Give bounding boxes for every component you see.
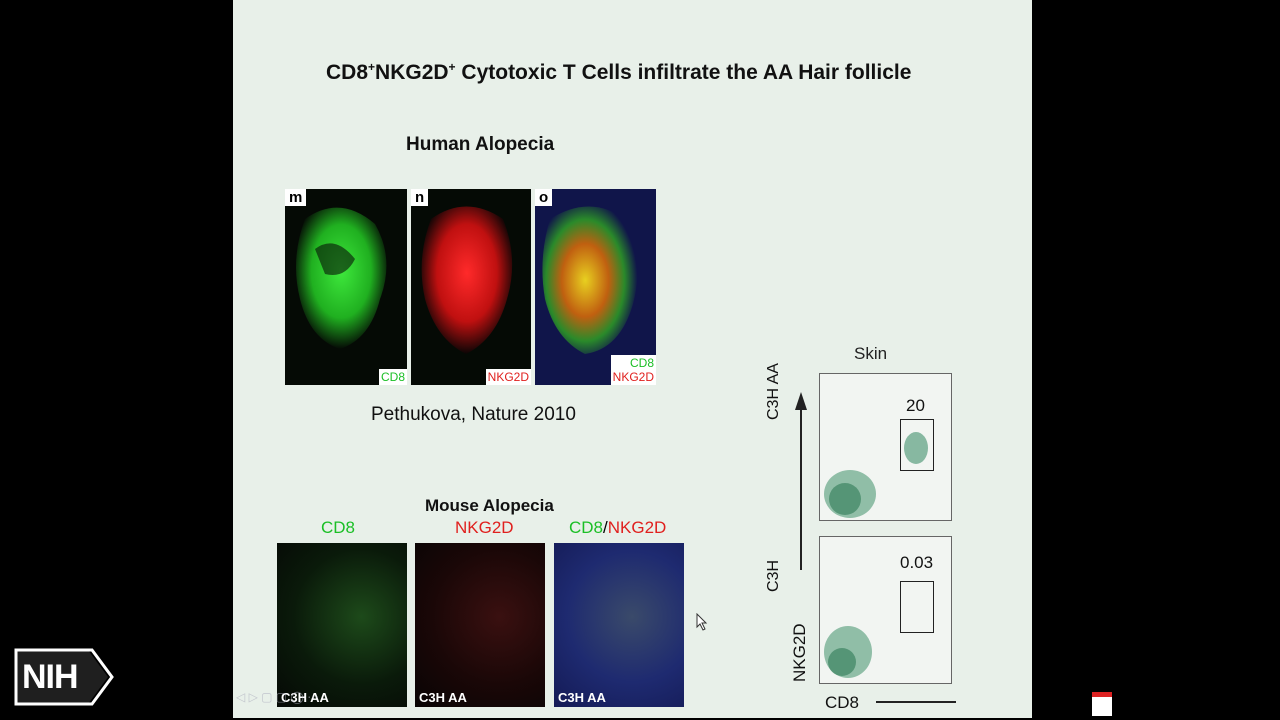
- mouse-panel-label: C3H AA: [558, 690, 606, 705]
- row-label-c3h: C3H: [765, 559, 782, 592]
- channel-label: NKG2D: [485, 369, 531, 385]
- scatter-image: [824, 432, 928, 518]
- flow-gate: [900, 419, 934, 471]
- slide-title: CD8+NKG2D+ Cytotoxic T Cells infiltrate …: [326, 60, 912, 84]
- human-panel-nkg2d: n NKG2D: [411, 189, 531, 385]
- flow-plot-c3h-aa: 20: [819, 373, 952, 521]
- mouse-cursor-icon: [696, 613, 708, 631]
- mouse-panel-label: C3H AA: [419, 690, 467, 705]
- row-label-c3h-aa: C3H AA: [765, 363, 782, 420]
- human-panel-cd8: m CD8: [285, 189, 407, 385]
- nkg2d-stain-image: [421, 206, 513, 354]
- nih-logo: NIH: [14, 648, 114, 706]
- flow-title: Skin: [854, 344, 888, 363]
- gate-value: 0.03: [900, 553, 934, 572]
- cd8-stain-image: [296, 207, 387, 349]
- human-alopecia-heading: Human Alopecia: [406, 134, 555, 155]
- panel-letter: n: [411, 189, 429, 206]
- mouse-panel-merge: C3H AA: [554, 543, 684, 707]
- mouse-panel-nkg2d: C3H AA: [415, 543, 545, 707]
- mouse-header-nkg2d: NKG2D: [455, 518, 514, 537]
- y-axis-arrow: [795, 392, 807, 570]
- channel-label: CD8: [378, 369, 407, 385]
- channel-label: CD8 NKG2D: [610, 355, 656, 385]
- mouse-panel-cd8: C3H AA: [277, 543, 407, 707]
- mouse-alopecia-heading: Mouse Alopecia: [425, 496, 554, 515]
- panel-letter: o: [535, 189, 553, 206]
- slide-controls[interactable]: ◁ ▷ ▢ ▢ ◯ ⋯: [236, 690, 320, 704]
- x-axis-label: CD8: [825, 693, 860, 712]
- y-axis-label: NKG2D: [790, 623, 809, 682]
- mouse-header-cd8: CD8: [321, 518, 356, 537]
- citation: Pethukova, Nature 2010: [371, 404, 576, 425]
- slide: CD8+NKG2D+ Cytotoxic T Cells infiltrate …: [233, 0, 1032, 718]
- human-panel-merge: o CD8 NKG2D: [535, 189, 656, 385]
- flow-gate: [900, 581, 934, 633]
- mouse-header-merge: CD8/NKG2D: [569, 518, 667, 537]
- scatter-image: [824, 626, 872, 678]
- mouse-panel-label: C3H AA: [281, 690, 329, 705]
- x-axis-line: [876, 701, 956, 703]
- nih-logo-text: NIH: [22, 658, 79, 696]
- tray-app-icon[interactable]: [1092, 692, 1112, 716]
- gate-value: 20: [906, 396, 925, 415]
- flow-plot-c3h: 0.03: [819, 536, 952, 684]
- merge-stain-image: [542, 206, 638, 354]
- panel-letter: m: [285, 189, 307, 206]
